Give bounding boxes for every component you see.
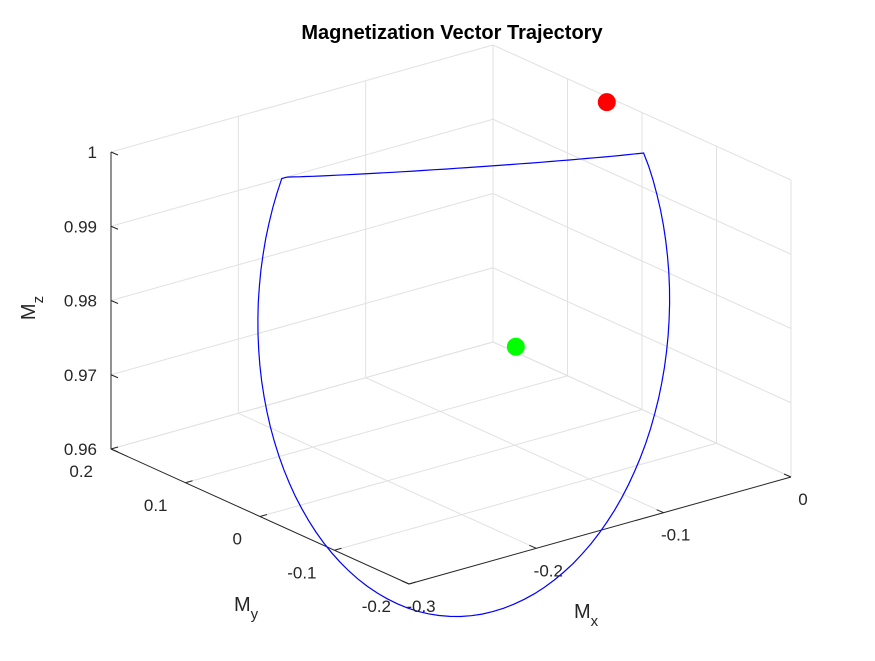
z-tick-label: 0.98 xyxy=(64,292,97,311)
y-tick-label: 0.2 xyxy=(69,462,93,481)
grid-line xyxy=(334,442,717,551)
z-tick-label: 0.99 xyxy=(64,217,97,236)
z-tick xyxy=(110,374,119,379)
y-tick-label: -0.1 xyxy=(287,563,316,582)
y-tick xyxy=(334,547,342,551)
grid-layer xyxy=(110,44,792,585)
grid-line xyxy=(492,267,792,404)
chart-title: Magnetization Vector Trajectory xyxy=(301,22,603,44)
grid-line xyxy=(185,375,568,484)
x-tick xyxy=(401,580,410,585)
y-tick-label: -0.2 xyxy=(362,597,391,616)
y-axis-label-sub: y xyxy=(251,606,259,623)
grid-line xyxy=(110,44,494,153)
axis-layer xyxy=(110,151,792,585)
z-tick xyxy=(110,448,119,453)
y-tick xyxy=(110,446,119,450)
x-tick-label: -0.2 xyxy=(534,561,563,580)
grid-line xyxy=(492,341,792,478)
grid-line xyxy=(259,409,643,517)
z-tick xyxy=(110,225,119,230)
x-tick xyxy=(529,544,537,549)
label-layer: Magnetization Vector Trajectory Mx My Mz… xyxy=(18,22,808,630)
y-tick xyxy=(185,480,193,484)
x-axis-line xyxy=(408,476,792,585)
z-axis-label: Mz xyxy=(18,296,47,320)
y-axis-label: My xyxy=(234,594,259,623)
x-tick xyxy=(783,473,792,478)
grid-line xyxy=(492,44,792,181)
trajectory-line xyxy=(257,152,671,618)
x-axis-label: Mx xyxy=(574,601,599,630)
grid-line xyxy=(110,193,494,301)
end-marker xyxy=(597,93,616,112)
z-tick xyxy=(110,300,119,304)
x-axis-label-base: M xyxy=(574,601,591,623)
y-axis-label-base: M xyxy=(234,594,251,616)
x-tick-label: -0.1 xyxy=(661,526,690,545)
x-tick-label: -0.3 xyxy=(406,597,435,616)
grid-line xyxy=(492,118,792,255)
start-marker xyxy=(506,337,525,356)
y-tick xyxy=(259,514,268,517)
z-axis-label-sub: z xyxy=(30,296,47,304)
grid-line xyxy=(110,341,494,450)
z-tick-label: 0.97 xyxy=(64,366,97,385)
x-axis-label-sub: x xyxy=(591,613,599,630)
z-axis-label-base: M xyxy=(18,303,40,320)
z-tick xyxy=(110,151,119,156)
grid-line xyxy=(110,118,494,227)
y-tick xyxy=(408,581,417,585)
grid-line xyxy=(110,267,494,376)
x-tick xyxy=(656,509,664,514)
z-tick-label: 1 xyxy=(88,143,97,162)
z-tick-label: 0.96 xyxy=(64,440,97,459)
y-tick-label: 0 xyxy=(233,530,242,549)
x-tick-label: 0 xyxy=(798,490,807,509)
y-tick-label: 0.1 xyxy=(144,496,168,515)
data-layer xyxy=(257,93,671,618)
grid-line xyxy=(492,193,792,329)
